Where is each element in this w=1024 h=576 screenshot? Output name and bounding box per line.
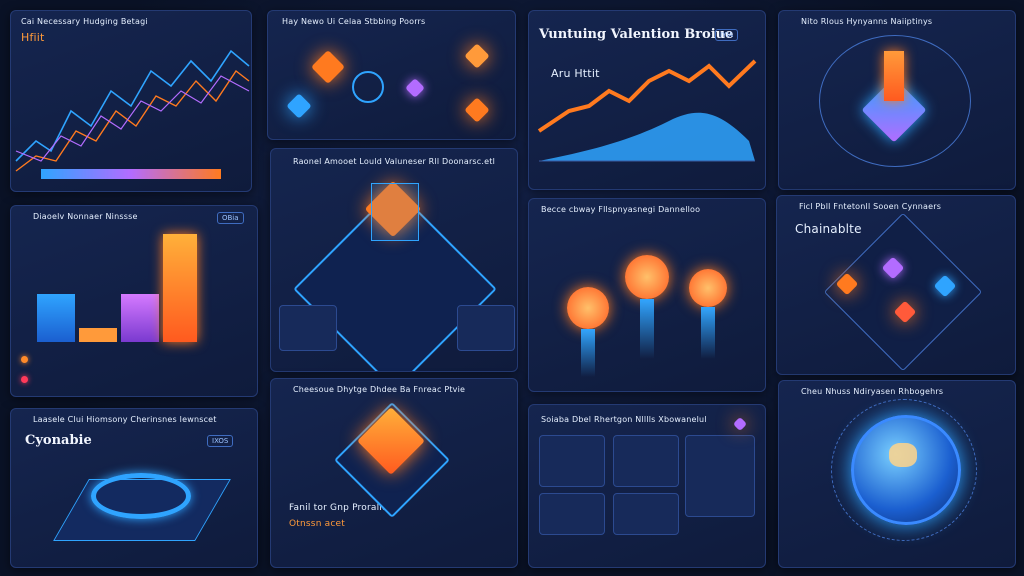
- panel-globe[interactable]: Cheu Nhuss Ndiryasen Rhbogehrs: [778, 380, 1016, 568]
- panel-title: Nito Rlous Hynyanns Naiiptinys: [801, 17, 933, 26]
- panel-title: Hay Newo Ui Celaa Stbbing Poorrs: [282, 17, 426, 26]
- panel-title: Diaoelv Nonnaer Ninssse: [33, 212, 138, 221]
- panel-subtitle: Fanil tor Gnp Prorallo: [289, 503, 388, 513]
- bar-4: [163, 234, 197, 342]
- panel-subtitle: Cyonabie: [25, 433, 92, 448]
- panel-track[interactable]: Laasele Clui Hiomsony Cherinsnes lewnsce…: [10, 408, 258, 568]
- bar-1: [37, 294, 75, 342]
- cube-icon: [405, 78, 425, 98]
- tower-top: [884, 51, 904, 101]
- panel-title: Soiaba Dbel Rhertgon Nlllls Xbowanelul: [541, 415, 707, 424]
- orb-1: [567, 287, 609, 329]
- chip-icon: [286, 93, 312, 119]
- panel-title: Becce cbway Fllspnyasnegi Dannelloo: [541, 205, 701, 214]
- bar-3: [121, 294, 159, 342]
- info-card[interactable]: [613, 435, 679, 487]
- orbit-ring: [819, 35, 971, 167]
- info-card[interactable]: [613, 493, 679, 535]
- cube-icon: [464, 43, 490, 69]
- line-chart: [15, 49, 250, 179]
- beam: [701, 307, 715, 359]
- cube-icon: [732, 416, 748, 432]
- info-card[interactable]: [279, 305, 337, 351]
- bar-2: [79, 328, 117, 342]
- brand-logo: IXOS: [207, 435, 234, 447]
- panel-area-chart[interactable]: Vuntuing Valention Broiue IYIA Aru Httit: [528, 10, 766, 190]
- panel-title: Laasele Clui Hiomsony Cherinsnes lewnsce…: [33, 415, 217, 424]
- panel-subtitle: Aru Httit: [551, 67, 600, 80]
- track-ring: [91, 473, 191, 519]
- panel-icons[interactable]: Hay Newo Ui Celaa Stbbing Poorrs: [267, 10, 516, 140]
- info-card[interactable]: [685, 435, 755, 517]
- chip-icon: [311, 50, 345, 84]
- panel-note: Otnssn acet: [289, 519, 345, 529]
- globe-icon: [352, 71, 384, 103]
- panel-isometric-chip[interactable]: Raonel Amooet Lould Valuneser Rll Doonar…: [270, 148, 518, 372]
- panel-chip-2[interactable]: Cheesoue Dhytge Dhdee Ba Fnreac Ptvie Fa…: [270, 378, 518, 568]
- panel-title: Raonel Amooet Lould Valuneser Rll Doonar…: [293, 157, 496, 166]
- panel-title: Vuntuing Valention Broiue: [539, 27, 734, 42]
- panel-orbs[interactable]: Becce cbway Fllspnyasnegi Dannelloo: [528, 198, 766, 392]
- panel-title: Cheesoue Dhytge Dhdee Ba Fnreac Ptvie: [293, 385, 466, 394]
- cube-icon: [464, 97, 490, 123]
- legend-dot: [21, 356, 28, 363]
- chip-glow: [371, 183, 419, 241]
- orb-2: [625, 255, 669, 299]
- info-card[interactable]: [539, 493, 605, 535]
- panel-cards[interactable]: Soiaba Dbel Rhertgon Nlllls Xbowanelul: [528, 404, 766, 568]
- panel-subtitle: Chainablte: [795, 222, 862, 236]
- panel-title: Cai Necessary Hudging Betagi: [21, 17, 148, 26]
- info-card[interactable]: [457, 305, 515, 351]
- beam: [581, 329, 595, 377]
- area-chart: [537, 59, 757, 162]
- orbit-ring: [831, 399, 977, 541]
- panel-cubes[interactable]: Ficl Pbll Fntetonll Sooen Cynnaers Chain…: [776, 195, 1016, 375]
- info-card[interactable]: [539, 435, 605, 487]
- panel-tower[interactable]: Nito Rlous Hynyanns Naiiptinys: [778, 10, 1016, 190]
- panel-bar-chart[interactable]: Diaoelv Nonnaer Ninssse OBia: [10, 205, 258, 397]
- panel-title: Cheu Nhuss Ndiryasen Rhbogehrs: [801, 387, 944, 396]
- brand-logo: IYIA: [715, 29, 739, 41]
- panel-line-chart[interactable]: Cai Necessary Hudging Betagi Hfiit: [10, 10, 252, 192]
- panel-subtitle: Hfiit: [21, 31, 45, 44]
- beam: [640, 299, 654, 359]
- brand-logo: OBia: [217, 212, 244, 224]
- orb-3: [689, 269, 727, 307]
- legend-dot: [21, 376, 28, 383]
- panel-title: Ficl Pbll Fntetonll Sooen Cynnaers: [799, 202, 942, 211]
